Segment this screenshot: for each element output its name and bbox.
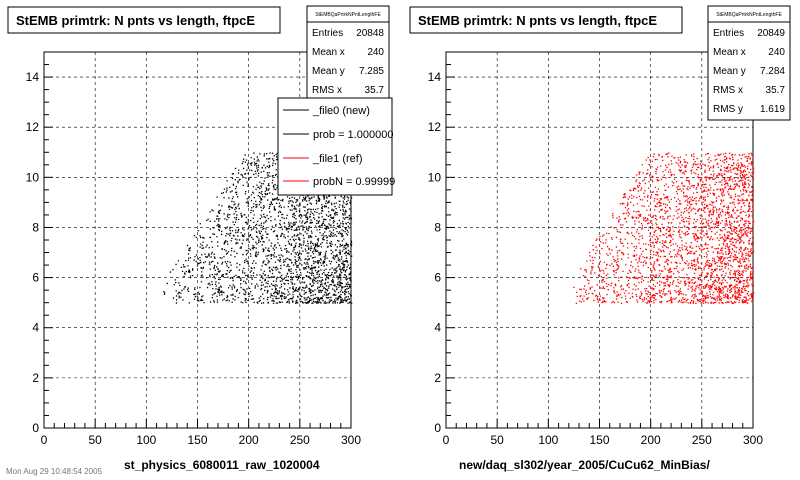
x-tick-label-2: 100 (538, 433, 558, 447)
right-stats-entries-label: Entries (713, 28, 744, 39)
right-stats-rmsx-value: 35.7 (766, 85, 786, 96)
left-stats-meanx-value: 240 (367, 47, 384, 58)
y-tick-label-6: 12 (26, 120, 40, 134)
y-tick-label-2: 4 (434, 321, 441, 335)
right-plot-title: StEMB primtrk: N pnts vs length, ftpcE (418, 13, 657, 28)
y-tick-label-4: 8 (32, 220, 39, 234)
legend-entry-probn: probN = 0.99999 (313, 176, 395, 188)
left-stats-meanx-label: Mean x (312, 47, 345, 58)
x-tick-label-2: 100 (136, 433, 156, 447)
y-tick-label-0: 0 (32, 421, 39, 435)
scatter-markers (573, 152, 755, 304)
right-stats-meany-label: Mean y (713, 66, 746, 77)
right-stats-rmsx-label: RMS x (713, 85, 743, 96)
footer-timestamp: Mon Aug 29 10:48:54 2005 (6, 467, 103, 476)
y-tick-label-5: 10 (26, 170, 40, 184)
x-tick-label-0: 0 (41, 433, 48, 447)
left-x-axis-label: st_physics_6080011_raw_1020004 (124, 458, 320, 472)
right-stats-rmsy-value: 1.619 (760, 104, 785, 115)
right-stats-rmsy-label: RMS y (713, 104, 743, 115)
legend-box: _file0 (new) prob = 1.000000 _file1 (ref… (277, 97, 395, 196)
right-stats-meanx-value: 240 (768, 47, 785, 58)
legend-entry-prob: prob = 1.000000 (313, 129, 393, 141)
right-scatter-points (573, 152, 755, 304)
left-stats-rmsx-label: RMS x (312, 85, 342, 96)
x-tick-label-0: 0 (443, 433, 450, 447)
x-tick-label-5: 250 (692, 433, 712, 447)
left-stats-entries-label: Entries (312, 28, 343, 39)
x-tick-label-4: 200 (641, 433, 661, 447)
x-tick-label-5: 250 (290, 433, 310, 447)
y-tick-label-7: 14 (428, 70, 442, 84)
left-stats-meany-label: Mean y (312, 66, 345, 77)
right-title-box (409, 6, 683, 34)
y-tick-label-7: 14 (26, 70, 40, 84)
left-axis-ticks: 0 50 100 150 200 250 300 0 2 4 6 8 10 12 14 (26, 51, 361, 447)
y-tick-label-1: 2 (32, 371, 39, 385)
y-tick-label-5: 10 (428, 170, 442, 184)
left-stats-name: StEMBQaPrtrkNPntLengthFE (315, 12, 381, 18)
left-stats-meany-value: 7.285 (359, 66, 384, 77)
y-tick-label-6: 12 (428, 120, 442, 134)
x-tick-label-3: 150 (589, 433, 609, 447)
x-tick-label-6: 300 (743, 433, 763, 447)
left-plot-pad: StEMB primtrk: N pnts vs length, ftpcE 0… (7, 5, 395, 472)
left-stats-entries-value: 20848 (356, 28, 384, 39)
x-tick-label-1: 50 (88, 433, 102, 447)
right-axis-ticks: 0 50 100 150 200 250 300 0 2 4 6 8 10 12 14 (428, 51, 763, 447)
right-stats-meanx-label: Mean x (713, 47, 746, 58)
y-tick-label-1: 2 (434, 371, 441, 385)
left-title-box (7, 6, 281, 34)
right-stats-meany-value: 7.284 (760, 66, 785, 77)
x-tick-label-3: 150 (187, 433, 207, 447)
y-tick-label-4: 8 (434, 220, 441, 234)
x-tick-label-4: 200 (239, 433, 259, 447)
right-stats-name: StEMBQaPrtrkNPntLengthFE (716, 12, 782, 18)
y-tick-label-0: 0 (434, 421, 441, 435)
legend-entry-file0: _file0 (new) (312, 105, 370, 117)
left-plot-title: StEMB primtrk: N pnts vs length, ftpcE (16, 13, 255, 28)
right-stats-entries-value: 20849 (757, 28, 785, 39)
right-plot-pad: StEMB primtrk: N pnts vs length, ftpcE 0… (409, 5, 791, 472)
y-tick-label-2: 4 (32, 321, 39, 335)
right-x-axis-label: new/daq_sl302/year_2005/CuCu62_MinBias/ (459, 458, 710, 472)
right-grid (446, 52, 753, 428)
left-stats-rmsx-value: 35.7 (365, 85, 385, 96)
right-stats-box: StEMBQaPrtrkNPntLengthFE Entries 20849 M… (707, 5, 791, 121)
y-tick-label-3: 6 (32, 271, 39, 285)
legend-entry-file1: _file1 (ref) (312, 153, 363, 165)
x-tick-label-6: 300 (341, 433, 361, 447)
y-tick-label-3: 6 (434, 271, 441, 285)
x-tick-label-1: 50 (490, 433, 504, 447)
